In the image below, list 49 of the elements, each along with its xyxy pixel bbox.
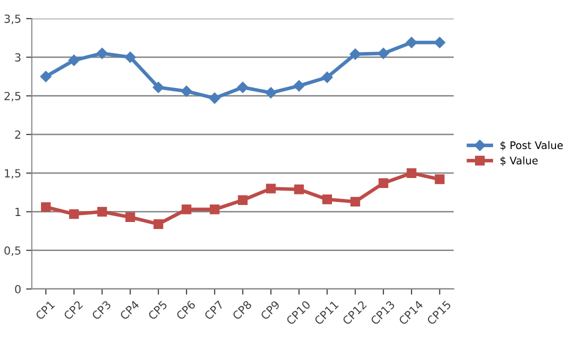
point bbox=[350, 196, 360, 207]
point bbox=[434, 36, 446, 48]
point bbox=[265, 87, 276, 98]
y-tick-label: 1,5 bbox=[4, 169, 20, 179]
point bbox=[378, 48, 390, 59]
legend-label: $ Value bbox=[500, 156, 538, 166]
x-tick-label: CP2 bbox=[63, 300, 84, 320]
point bbox=[350, 48, 361, 60]
point bbox=[40, 70, 52, 82]
x-tick-label: CP1 bbox=[35, 300, 56, 320]
point bbox=[406, 168, 416, 178]
y-tick-label: 3 bbox=[15, 53, 20, 62]
y-tick-label: 2,5 bbox=[4, 92, 20, 102]
x-tick-label: CP3 bbox=[91, 300, 112, 320]
y-tick-label: 3,5 bbox=[4, 14, 20, 24]
point bbox=[154, 219, 164, 229]
point bbox=[180, 86, 192, 97]
point bbox=[125, 212, 136, 222]
y-tick-label: 0 bbox=[15, 284, 21, 294]
point bbox=[182, 204, 192, 214]
point bbox=[152, 82, 164, 93]
point bbox=[266, 184, 276, 194]
point bbox=[124, 52, 136, 63]
point bbox=[237, 82, 248, 93]
x-tick-label: CP5 bbox=[148, 300, 168, 320]
point bbox=[68, 54, 80, 66]
y-tick-label: 1 bbox=[16, 208, 20, 216]
x-tick-label: CP9 bbox=[260, 300, 280, 320]
point bbox=[294, 184, 304, 194]
point bbox=[209, 92, 220, 104]
point bbox=[406, 36, 418, 48]
point bbox=[238, 195, 248, 206]
y-tick-label: 0,5 bbox=[4, 246, 20, 256]
point bbox=[434, 174, 445, 184]
point bbox=[97, 206, 107, 217]
point bbox=[210, 204, 220, 214]
point bbox=[96, 48, 108, 59]
point bbox=[69, 209, 79, 219]
legend-label: $ Post Value bbox=[500, 141, 563, 151]
x-tick-label: CP6 bbox=[176, 300, 196, 320]
x-tick-label: CP8 bbox=[232, 300, 252, 320]
x-tick-label: CP4 bbox=[119, 300, 140, 320]
y-tick-label: 2 bbox=[15, 130, 20, 139]
x-tick-label: CP7 bbox=[204, 300, 224, 320]
point bbox=[378, 178, 388, 188]
point bbox=[293, 80, 305, 92]
point bbox=[40, 202, 51, 212]
point bbox=[322, 72, 333, 83]
point bbox=[322, 194, 332, 204]
